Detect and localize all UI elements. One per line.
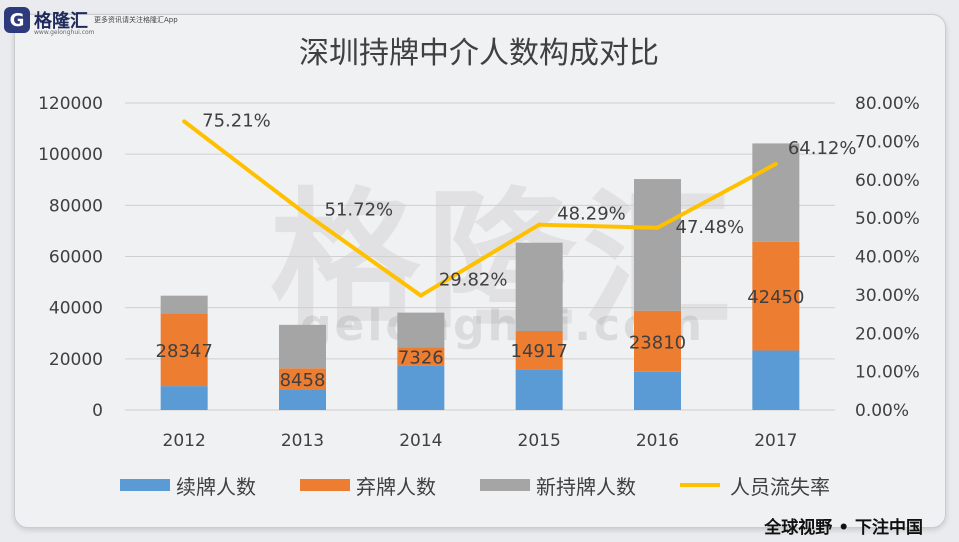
y-right-tick-label: 0.00% <box>855 401 909 421</box>
y-right-tick-label: 10.00% <box>855 363 920 383</box>
x-tick-label: 2017 <box>754 431 797 451</box>
bar-abandon <box>634 310 681 372</box>
y-right-tick-label: 60.00% <box>855 171 920 191</box>
y-right-tick-label: 50.00% <box>855 209 920 229</box>
bar-renewal <box>515 369 563 410</box>
loss-rate-point <box>182 119 187 124</box>
y-right-tick-label: 40.00% <box>855 248 920 268</box>
y-left-tick-label: 20000 <box>49 350 103 370</box>
bar-new <box>752 143 800 242</box>
bar-abandon <box>279 368 326 390</box>
x-tick-label: 2012 <box>163 431 206 451</box>
loss-rate-point <box>773 161 778 166</box>
bar-new <box>515 242 563 331</box>
line-data-label: 29.82% <box>439 270 508 291</box>
x-tick-label: 2015 <box>518 431 561 451</box>
bar-renewal <box>279 389 326 410</box>
legend-swatch <box>120 479 170 491</box>
loss-rate-line <box>182 119 777 298</box>
legend-label: 人员流失率 <box>730 475 830 499</box>
logo-url: www.gelonghui.com <box>34 29 95 36</box>
line-data-label: 47.48% <box>676 217 745 238</box>
bar-renewal <box>160 386 208 410</box>
legend-label: 弃牌人数 <box>356 475 436 499</box>
bar-new <box>397 312 445 348</box>
y-right-tick-label: 30.00% <box>855 286 920 306</box>
bar-renewal <box>634 371 681 410</box>
legend-swatch <box>300 479 350 491</box>
bar-renewal <box>752 350 800 410</box>
bar-abandon <box>515 330 563 370</box>
line-data-label: 51.72% <box>325 200 394 221</box>
loss-rate-point <box>300 209 305 214</box>
y-left-tick-label: 0 <box>92 401 103 421</box>
bar-new <box>160 295 208 314</box>
y-left-tick-label: 60000 <box>49 248 103 268</box>
loss-rate-point <box>537 222 542 227</box>
y-left-tick-label: 120000 <box>38 94 103 114</box>
logo-name: 格隆汇 <box>34 11 88 32</box>
loss-rate-point <box>655 225 660 230</box>
legend-label: 新持牌人数 <box>536 475 636 499</box>
brand-logo: G 格隆汇 更多资讯请关注格隆汇App www.gelonghui.com <box>4 4 244 36</box>
y-right-tick-label: 80.00% <box>855 94 920 114</box>
bar-data-label: 42450 <box>747 287 804 308</box>
line-data-label: 75.21% <box>202 110 271 131</box>
bar-data-label: 28347 <box>156 341 213 362</box>
logo-tagline: 更多资讯请关注格隆汇App <box>94 15 178 24</box>
line-data-label: 48.29% <box>557 204 626 225</box>
x-tick-label: 2016 <box>636 431 679 451</box>
bar-new <box>634 179 681 311</box>
y-left-tick-label: 40000 <box>49 299 103 319</box>
x-tick-label: 2014 <box>399 431 442 451</box>
legend-swatch <box>480 479 530 491</box>
y-left-tick-label: 80000 <box>49 196 103 216</box>
bar-abandon <box>160 313 208 387</box>
bar-new <box>279 324 326 369</box>
bar-renewal <box>397 365 445 410</box>
bar-data-label: 23810 <box>629 332 686 353</box>
line-data-label: 64.12% <box>788 138 857 159</box>
legend-label: 续牌人数 <box>176 475 256 499</box>
bar-data-label: 8458 <box>280 370 326 391</box>
bar-data-label: 7326 <box>398 348 444 369</box>
bar-abandon <box>397 347 445 366</box>
y-left-tick-label: 100000 <box>38 145 103 165</box>
logo-mark-icon: G <box>4 7 30 33</box>
chart-title: 深圳持牌中介人数构成对比 <box>299 36 659 71</box>
loss-rate-point <box>418 293 423 298</box>
corner-slogan: 全球视野 • 下注中国 <box>764 518 923 538</box>
y-right-tick-label: 20.00% <box>855 324 920 344</box>
y-right-tick-label: 70.00% <box>855 132 920 152</box>
bar-data-label: 14917 <box>511 341 568 362</box>
bar-abandon <box>752 241 800 351</box>
x-tick-label: 2013 <box>281 431 324 451</box>
